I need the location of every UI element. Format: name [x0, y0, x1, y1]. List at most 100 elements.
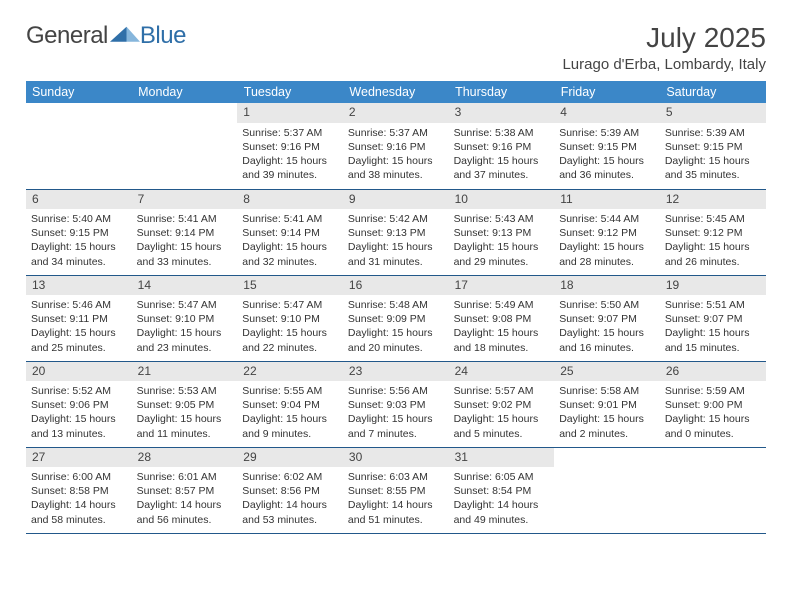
daylight-line: Daylight: 15 hours and 11 minutes. [137, 413, 222, 439]
day-number: 10 [449, 190, 555, 210]
weekday-header: Saturday [660, 81, 766, 103]
day-details: Sunrise: 5:38 AMSunset: 9:16 PMDaylight:… [449, 123, 555, 187]
daylight-line: Daylight: 15 hours and 29 minutes. [454, 241, 539, 267]
daylight-line: Daylight: 15 hours and 28 minutes. [559, 241, 644, 267]
daylight-line: Daylight: 15 hours and 26 minutes. [665, 241, 750, 267]
day-number: 11 [554, 190, 660, 210]
sunrise-line: Sunrise: 5:39 AM [559, 127, 639, 139]
sunrise-line: Sunrise: 5:58 AM [559, 385, 639, 397]
day-details: Sunrise: 5:41 AMSunset: 9:14 PMDaylight:… [237, 209, 343, 273]
daylight-line: Daylight: 15 hours and 0 minutes. [665, 413, 750, 439]
calendar-day-cell: 18Sunrise: 5:50 AMSunset: 9:07 PMDayligh… [554, 275, 660, 361]
sunrise-line: Sunrise: 6:05 AM [454, 471, 534, 483]
day-details: Sunrise: 5:37 AMSunset: 9:16 PMDaylight:… [343, 123, 449, 187]
calendar-day-cell: 11Sunrise: 5:44 AMSunset: 9:12 PMDayligh… [554, 189, 660, 275]
sunset-line: Sunset: 9:15 PM [559, 141, 637, 153]
day-number: 26 [660, 362, 766, 382]
sunset-line: Sunset: 9:16 PM [454, 141, 532, 153]
weekday-header: Monday [132, 81, 238, 103]
calendar-day-cell: 26Sunrise: 5:59 AMSunset: 9:00 PMDayligh… [660, 361, 766, 447]
sunrise-line: Sunrise: 5:53 AM [137, 385, 217, 397]
sunrise-line: Sunrise: 5:41 AM [242, 213, 322, 225]
sunrise-line: Sunrise: 5:44 AM [559, 213, 639, 225]
weekday-header: Friday [554, 81, 660, 103]
sunrise-line: Sunrise: 5:41 AM [137, 213, 217, 225]
day-number: 13 [26, 276, 132, 296]
calendar-week-row: 13 Sunrise: 5:46 AM Sunset: 9:11 PM Dayligh… [26, 275, 766, 361]
calendar-empty-cell [554, 447, 660, 533]
day-details: Sunrise: 5:57 AMSunset: 9:02 PMDaylight:… [449, 381, 555, 445]
sunrise-line: Sunrise: 5:37 AM [348, 127, 428, 139]
day-number: 14 [132, 276, 238, 296]
sunset-line: Sunset: 8:58 PM [31, 485, 109, 497]
calendar-day-cell: 24Sunrise: 5:57 AMSunset: 9:02 PMDayligh… [449, 361, 555, 447]
sunset-line: Sunset: 9:16 PM [242, 141, 320, 153]
day-number: 4 [554, 103, 660, 123]
day-details: Sunrise: 5:55 AMSunset: 9:04 PMDaylight:… [237, 381, 343, 445]
day-number: 31 [449, 448, 555, 468]
day-number: 17 [449, 276, 555, 296]
calendar-day-cell: 5Sunrise: 5:39 AMSunset: 9:15 PMDaylight… [660, 103, 766, 189]
calendar-day-cell: 1Sunrise: 5:37 AMSunset: 9:16 PMDaylight… [237, 103, 343, 189]
month-title: July 2025 [562, 22, 766, 54]
sunrise-line: Sunrise: 5:43 AM [454, 213, 534, 225]
day-details: Sunrise: 5:48 AMSunset: 9:09 PMDaylight:… [343, 295, 449, 359]
daylight-line: Daylight: 15 hours and 7 minutes. [348, 413, 433, 439]
calendar-day-cell: 4Sunrise: 5:39 AMSunset: 9:15 PMDaylight… [554, 103, 660, 189]
sunrise-line: Sunrise: 5:37 AM [242, 127, 322, 139]
day-details: Sunrise: 5:42 AMSunset: 9:13 PMDaylight:… [343, 209, 449, 273]
brand-logo: General Blue [26, 22, 186, 50]
calendar-day-cell: 9Sunrise: 5:42 AMSunset: 9:13 PMDaylight… [343, 189, 449, 275]
calendar-day-cell: 28Sunrise: 6:01 AMSunset: 8:57 PMDayligh… [132, 447, 238, 533]
sunset-line: Sunset: 9:05 PM [137, 399, 215, 411]
page-header: General Blue July 2025 Lurago d'Erba, Lo… [26, 22, 766, 73]
day-number: 24 [449, 362, 555, 382]
calendar-day-cell: 27Sunrise: 6:00 AMSunset: 8:58 PMDayligh… [26, 447, 132, 533]
day-details: Sunrise: 5:58 AMSunset: 9:01 PMDaylight:… [554, 381, 660, 445]
day-details: Sunrise: 5:39 AMSunset: 9:15 PMDaylight:… [554, 123, 660, 187]
daylight-line: Daylight: 15 hours and 38 minutes. [348, 155, 433, 181]
sunset-line: Sunset: 9:02 PM [454, 399, 532, 411]
day-details: Sunrise: 5:46 AMSunset: 9:11 PMDaylight:… [26, 295, 132, 359]
calendar-day-cell: 29Sunrise: 6:02 AMSunset: 8:56 PMDayligh… [237, 447, 343, 533]
brand-logo-icon [110, 22, 140, 42]
daylight-line: Daylight: 15 hours and 37 minutes. [454, 155, 539, 181]
day-details: Sunrise: 5:45 AMSunset: 9:12 PMDaylight:… [660, 209, 766, 273]
day-number: 18 [554, 276, 660, 296]
sunrise-line: Sunrise: 5:50 AM [559, 299, 639, 311]
day-number: 12 [660, 190, 766, 210]
day-number: 20 [26, 362, 132, 382]
calendar-day-cell: 7Sunrise: 5:41 AMSunset: 9:14 PMDaylight… [132, 189, 238, 275]
sunset-line: Sunset: 9:12 PM [665, 227, 743, 239]
sunset-line: Sunset: 9:13 PM [454, 227, 532, 239]
sunset-line: Sunset: 9:09 PM [348, 313, 426, 325]
sunset-line: Sunset: 9:08 PM [454, 313, 532, 325]
day-details: Sunrise: 5:49 AMSunset: 9:08 PMDaylight:… [449, 295, 555, 359]
calendar-day-cell: 2Sunrise: 5:37 AMSunset: 9:16 PMDaylight… [343, 103, 449, 189]
daylight-line: Daylight: 15 hours and 32 minutes. [242, 241, 327, 267]
daylight-line: Daylight: 15 hours and 22 minutes. [242, 327, 327, 353]
day-number: 23 [343, 362, 449, 382]
weekday-header-row: SundayMondayTuesdayWednesdayThursdayFrid… [26, 81, 766, 103]
calendar-table: SundayMondayTuesdayWednesdayThursdayFrid… [26, 81, 766, 534]
day-number: 7 [132, 190, 238, 210]
calendar-day-cell: 16Sunrise: 5:48 AMSunset: 9:09 PMDayligh… [343, 275, 449, 361]
sunrise-line: Sunrise: 5:46 AM [31, 299, 111, 311]
calendar-day-cell: 23Sunrise: 5:56 AMSunset: 9:03 PMDayligh… [343, 361, 449, 447]
sunset-line: Sunset: 9:11 PM [31, 313, 108, 325]
calendar-day-cell: 20Sunrise: 5:52 AMSunset: 9:06 PMDayligh… [26, 361, 132, 447]
day-number: 8 [237, 190, 343, 210]
daylight-line: Daylight: 15 hours and 2 minutes. [559, 413, 644, 439]
calendar-day-cell: 6Sunrise: 5:40 AMSunset: 9:15 PMDaylight… [26, 189, 132, 275]
calendar-week-row: 20Sunrise: 5:52 AMSunset: 9:06 PMDayligh… [26, 361, 766, 447]
day-details: Sunrise: 5:59 AMSunset: 9:00 PMDaylight:… [660, 381, 766, 445]
day-number: 15 [237, 276, 343, 296]
daylight-line: Daylight: 14 hours and 58 minutes. [31, 499, 116, 525]
calendar-day-cell: 19Sunrise: 5:51 AMSunset: 9:07 PMDayligh… [660, 275, 766, 361]
daylight-line: Daylight: 15 hours and 34 minutes. [31, 241, 116, 267]
day-details: Sunrise: 5:53 AM Sunset: 9:05 PM Daylight:… [132, 381, 238, 445]
calendar-empty-cell [132, 103, 238, 189]
sunset-line: Sunset: 9:04 PM [242, 399, 320, 411]
sunrise-line: Sunrise: 6:01 AM [137, 471, 217, 483]
day-details: Sunrise: 6:02 AMSunset: 8:56 PMDaylight:… [237, 467, 343, 531]
